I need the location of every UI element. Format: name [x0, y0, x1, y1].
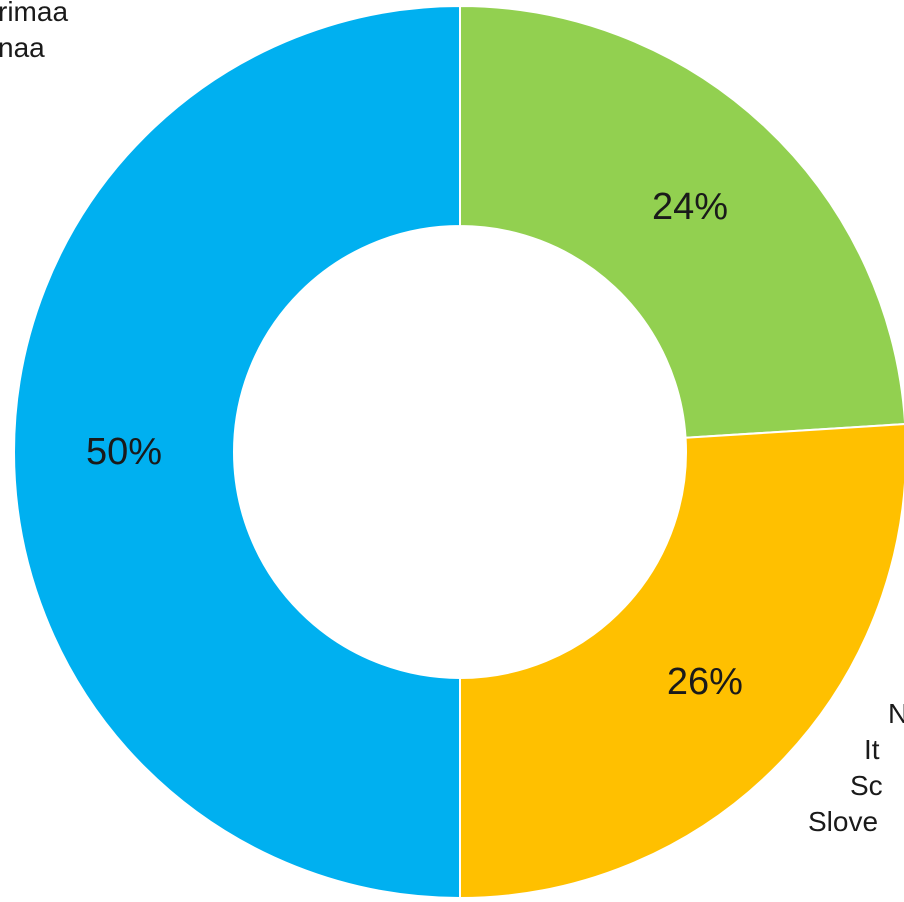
slice-value-label-1: 24%: [652, 186, 728, 228]
donut-slice-1: [459, 4, 904, 439]
bottom-right-label-3: Sc: [850, 770, 883, 801]
bottom-right-label-4: Slove: [808, 806, 879, 837]
top-left-label-2: naa: [0, 32, 45, 63]
donut-slice-3: [13, 4, 461, 900]
donut-slice-2: [459, 423, 904, 900]
bottom-right-label-2: It: [864, 734, 880, 765]
slice-value-label-2: 26%: [667, 661, 743, 703]
slice-value-label-3: 50%: [86, 431, 162, 473]
top-left-label-1: rimaa: [0, 0, 69, 27]
bottom-right-label-1: N: [888, 698, 904, 729]
bottom-right-category-labels: N It Sc Slove: [808, 696, 904, 840]
top-left-category-labels: rimaa naa: [0, 0, 68, 66]
